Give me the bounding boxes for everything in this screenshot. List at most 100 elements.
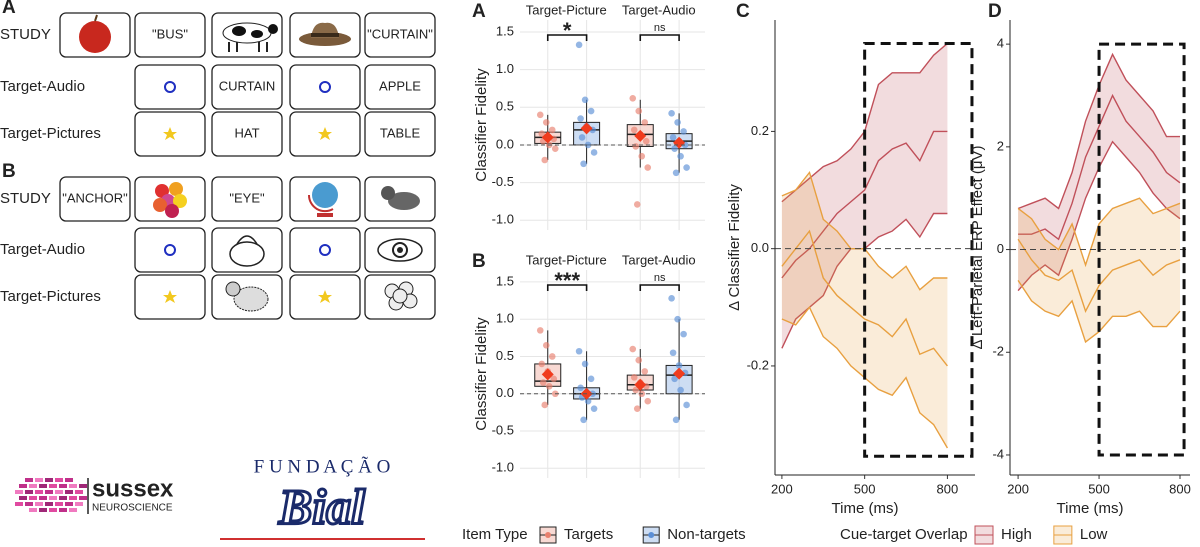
logo-brick — [39, 484, 47, 488]
stimulus-kettle — [229, 235, 265, 267]
y-tick-label: -2 — [992, 344, 1004, 359]
point — [644, 164, 652, 171]
y-axis-label: Classifier Fidelity — [473, 317, 490, 431]
point — [581, 96, 589, 104]
stimulus-globe — [307, 182, 338, 217]
logo-brick — [69, 508, 77, 512]
icon-part — [173, 194, 187, 208]
point — [677, 386, 684, 394]
y-tick-label: -0.5 — [492, 422, 514, 437]
significance-label: * — [563, 18, 572, 43]
icon-part — [397, 247, 403, 253]
stimulus-s — [163, 290, 177, 303]
logo-brick — [49, 484, 57, 488]
y-tick-label: -4 — [992, 446, 1004, 461]
logo-bial: Bial — [278, 478, 365, 534]
facet-label: Target-Audio — [622, 252, 696, 267]
point — [590, 405, 598, 412]
point — [536, 327, 544, 334]
y-tick-label: 1.5 — [496, 273, 514, 288]
stimulus-cell — [134, 64, 206, 110]
significance-bracket — [546, 284, 588, 291]
point — [539, 379, 547, 386]
logo-brick — [59, 496, 67, 500]
y-axis-label: Classifier Fidelity — [473, 68, 490, 182]
point — [629, 94, 637, 102]
y-tick-label: -0.5 — [492, 174, 514, 189]
point — [584, 141, 592, 149]
point — [680, 128, 687, 135]
icon-part — [377, 238, 423, 262]
panel-letter: C — [736, 1, 750, 22]
logo-brick — [35, 478, 43, 482]
significance-label: ns — [654, 272, 666, 284]
icon-part — [317, 213, 333, 217]
point — [587, 107, 595, 115]
logo-brick — [45, 478, 53, 482]
legend-title: Item Type — [462, 526, 528, 543]
stimulus-word: CURTAIN — [219, 78, 276, 93]
point — [587, 375, 595, 383]
stimulus-cow — [222, 22, 278, 52]
logo-brick — [35, 490, 43, 494]
point — [672, 169, 680, 177]
stimulus-word: "CURTAIN" — [367, 26, 433, 41]
logo-brick — [15, 490, 23, 494]
icon-part — [163, 127, 177, 140]
y-axis-label: Δ Left-Parietal ERP Effect (μV) — [969, 145, 986, 349]
point — [538, 130, 546, 137]
x-tick-label: 500 — [1088, 481, 1110, 496]
logo-brick — [25, 478, 33, 482]
stimulus-cell — [289, 227, 361, 273]
panel-letter: B — [2, 161, 16, 182]
icon-part — [164, 244, 176, 256]
point — [683, 164, 690, 171]
point — [575, 347, 583, 355]
y-tick-label: -1.0 — [492, 460, 514, 475]
y-tick-label: -1.0 — [492, 212, 514, 227]
point — [630, 374, 638, 381]
point — [590, 149, 598, 156]
logo-brick — [15, 502, 23, 506]
stimulus-cell — [211, 64, 283, 110]
facet-label: Target-Audio — [622, 2, 696, 17]
stimulus-word: TABLE — [380, 125, 421, 140]
point — [675, 362, 683, 369]
logo-brick — [29, 496, 37, 500]
stimulus-catd — [225, 281, 269, 312]
significance-bracket — [639, 284, 680, 291]
logo-brick — [25, 502, 33, 506]
point — [633, 405, 641, 412]
y-tick-label: 0.2 — [751, 123, 769, 138]
stimulus-o — [319, 244, 331, 256]
point — [548, 126, 556, 134]
icon-part — [229, 241, 265, 267]
logo-brick — [49, 496, 57, 500]
point — [542, 119, 550, 126]
logo-brick — [59, 484, 67, 488]
logo-sussex: sussex — [92, 475, 174, 502]
icon-part — [318, 290, 332, 303]
ribbon — [1018, 198, 1181, 342]
x-tick-label: 500 — [854, 481, 876, 496]
logo-brick — [55, 478, 63, 482]
logo-brick — [19, 496, 27, 500]
stimulus-s — [318, 290, 332, 303]
icon-part — [233, 286, 269, 312]
y-tick-label: 1.0 — [496, 311, 514, 326]
point — [580, 416, 587, 424]
icon-part — [307, 194, 334, 213]
stimulus-cell — [364, 12, 436, 58]
logo-brick — [29, 508, 37, 512]
x-tick-label: 200 — [1007, 481, 1029, 496]
point — [642, 137, 650, 145]
mean — [673, 367, 686, 380]
panel-letter: D — [988, 1, 1002, 22]
icon-part — [311, 33, 339, 37]
icon-part — [268, 24, 278, 34]
stimulus-word: APPLE — [379, 78, 421, 93]
point — [580, 160, 587, 168]
analysis-window — [863, 41, 974, 458]
stimulus-cell — [59, 176, 131, 222]
